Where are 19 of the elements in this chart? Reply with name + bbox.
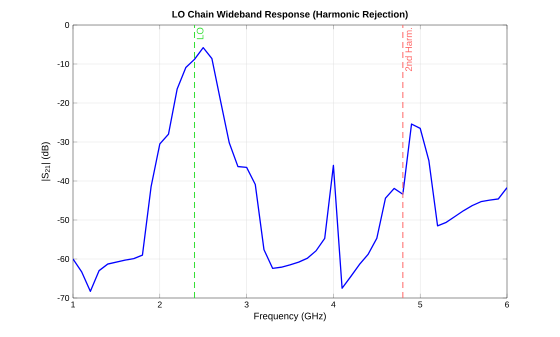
x-axis-title: Frequency (GHz) [254, 312, 326, 322]
x-tick-label: 5 [418, 302, 422, 308]
y-tick-label: -10 [58, 60, 70, 68]
y-tick-label: 0 [65, 22, 70, 28]
x-tick-label: 4 [331, 302, 336, 308]
y-tick-label: -40 [58, 178, 70, 184]
y-tick-label: -50 [58, 216, 70, 224]
y-tick-label: -20 [58, 100, 70, 106]
x-tick-label: 2 [158, 302, 162, 308]
y-tick-label: -60 [58, 256, 70, 262]
x-tick-label: 3 [244, 302, 249, 308]
x-tick-label: 1 [71, 302, 75, 308]
ref-line-label: 2nd Harm. [405, 28, 412, 72]
ref-line-label: LO [196, 28, 204, 40]
x-tick-label: 6 [505, 302, 509, 308]
y-axis-title: |S$_{21}$| (dB) [41, 142, 50, 181]
chart-title: LO Chain Wideband Response (Harmonic Rejection) [172, 10, 408, 20]
y-tick-label: -30 [58, 138, 70, 146]
y-tick-label: -70 [58, 294, 70, 302]
